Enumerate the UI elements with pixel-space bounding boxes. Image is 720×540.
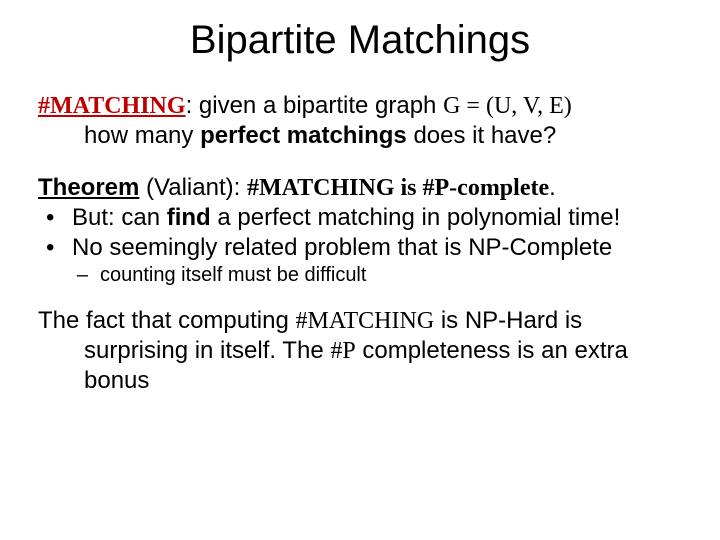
bullet-item: • But: can find a perfect matching in po… <box>38 203 682 233</box>
bullet-pre: But: can <box>72 204 167 231</box>
theorem-paren: (Valiant): <box>139 174 247 201</box>
para-2a: surprising in itself. The <box>84 337 330 364</box>
para-1a: The fact that computing <box>38 307 295 334</box>
theorem-statement: #MATCHING is #P-complete <box>247 175 549 201</box>
theorem-line: Theorem (Valiant): #MATCHING is #P-compl… <box>38 173 682 203</box>
bullet-pre: No seemingly related problem that is NP-… <box>72 234 612 261</box>
definition-block: #MATCHING: given a bipartite graph G = (… <box>38 91 682 151</box>
def-perfect-matchings: perfect matchings <box>200 122 407 149</box>
def-line2a: how many <box>84 122 200 149</box>
closing-paragraph: The fact that computing #MATCHING is NP-… <box>38 306 682 396</box>
theorem-period: . <box>549 174 556 201</box>
theorem-label: Theorem <box>38 174 139 201</box>
bullet-dot-icon: • <box>38 203 72 233</box>
para-hash-matching: #MATCHING <box>295 308 434 334</box>
bullet-item: • No seemingly related problem that is N… <box>38 233 682 263</box>
bullet-text: No seemingly related problem that is NP-… <box>72 233 682 263</box>
para-line-2: surprising in itself. The #P completenes… <box>38 336 682 396</box>
slide-title: Bipartite Matchings <box>38 18 682 63</box>
def-line2c: does it have? <box>407 122 556 149</box>
def-graph: G = (U, V, E) <box>443 93 572 119</box>
spacer <box>38 151 682 173</box>
bullet-list: • But: can find a perfect matching in po… <box>38 203 682 288</box>
spacer <box>38 288 682 306</box>
bullet-bold: find <box>167 204 211 231</box>
hash-matching-keyword: #MATCHING <box>38 93 186 119</box>
dash-item: – counting itself must be difficult <box>38 263 682 288</box>
bullet-text: But: can find a perfect matching in poly… <box>72 203 682 233</box>
def-colon: : <box>186 92 199 119</box>
para-1c: is NP-Hard is <box>434 307 582 334</box>
slide: Bipartite Matchings #MATCHING: given a b… <box>0 0 720 540</box>
theorem-block: Theorem (Valiant): #MATCHING is #P-compl… <box>38 173 682 203</box>
bullet-dot-icon: • <box>38 233 72 263</box>
bullet-post: a perfect matching in polynomial time! <box>211 204 621 231</box>
dash-text: counting itself must be difficult <box>100 263 682 288</box>
definition-line-2: how many perfect matchings does it have? <box>38 121 682 151</box>
para-hash-p: #P <box>330 338 355 364</box>
def-given: given a bipartite graph <box>199 92 443 119</box>
dash-mark-icon: – <box>38 263 100 288</box>
definition-line-1: #MATCHING: given a bipartite graph G = (… <box>38 91 682 121</box>
para-line-1: The fact that computing #MATCHING is NP-… <box>38 306 682 336</box>
